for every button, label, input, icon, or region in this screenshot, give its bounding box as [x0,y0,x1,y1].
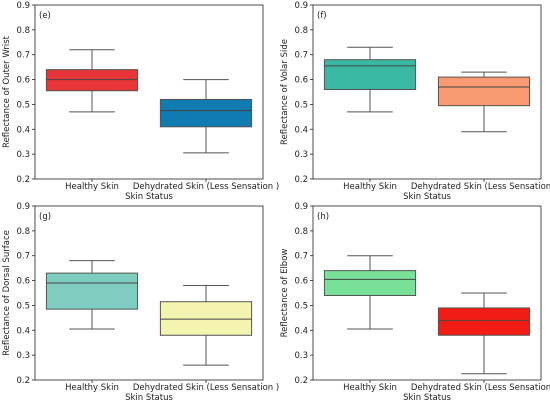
y-tick-label: 0.3 [294,351,308,361]
y-axis-label: Reflectance of Outer Wrist [2,35,12,148]
panel-tag: (f) [317,11,327,21]
box-2 [437,71,531,133]
box-1 [323,46,417,113]
x-axis-label: Skin Status [125,393,173,401]
plot-frame [34,4,264,180]
x-tick-label: Healthy Skin [343,383,397,393]
x-axis-label: Skin Status [125,192,173,202]
box-body [45,272,139,310]
box-2 [159,285,253,366]
box-body [323,59,417,91]
x-tick-label: Healthy Skin [343,182,397,192]
y-tick-label: 0.4 [16,125,30,135]
box-body [437,307,531,336]
y-axis-label: Reflectance of Elbow [280,249,290,338]
x-tick-label: Healthy Skin [65,182,119,192]
y-tick-label: 0.5 [16,100,30,110]
plot-frame [312,4,542,180]
chart-panel-2: (f) 0.2 0.3 0.4 0.5 0.6 0.7 0.8 0.9 Reflectance o… [280,1,550,202]
y-tick-label: 0.8 [16,227,30,237]
y-tick-label: 0.7 [16,51,30,61]
x-tick-label: Dehydrated Skin (Less Sensation ) [133,182,279,192]
box-body [159,98,253,128]
y-tick-label: 0.6 [294,76,308,86]
y-tick-label: 0.6 [294,277,308,287]
box-1 [45,49,139,113]
x-axis-label: Skin Status [403,393,451,401]
chart-panel-3: (g) 0.2 0.3 0.4 0.5 0.6 0.7 0.8 0.9 Reflectance o… [2,202,279,401]
y-tick-label: 0.3 [294,150,308,160]
x-tick-label: Dehydrated Skin (Less Sensation ) [411,182,550,192]
y-tick-label: 0.6 [16,76,30,86]
y-axis-label: Reflectance of Dorsal Surface [2,230,12,356]
plot-frame [312,205,542,381]
x-tick-label: Dehydrated Skin (Less Sensation ) [411,383,550,393]
x-tick-label: Dehydrated Skin (Less Sensation ) [133,383,279,393]
chart-panel-4: (h) 0.2 0.3 0.4 0.5 0.6 0.7 0.8 0.9 Reflectance o… [280,202,550,401]
y-tick-label: 0.8 [16,26,30,36]
y-tick-label: 0.4 [16,326,30,336]
y-axis-label: Reflectance of Volar Side [280,39,290,145]
y-tick-label: 0.9 [16,202,30,212]
y-tick-label: 0.3 [16,351,30,361]
panel-tag: (h) [317,212,329,222]
plot-frame [34,205,264,381]
y-tick-label: 0.9 [294,202,308,212]
y-tick-label: 0.2 [294,376,308,386]
y-tick-label: 0.2 [16,175,30,185]
panel-tag: (g) [39,212,51,222]
box-1 [323,255,417,330]
y-tick-label: 0.2 [16,376,30,386]
box-body [323,270,417,296]
y-tick-label: 0.7 [294,51,308,61]
y-tick-label: 0.5 [294,301,308,311]
y-tick-label: 0.3 [16,150,30,160]
y-tick-label: 0.6 [16,277,30,287]
y-tick-label: 0.8 [294,227,308,237]
box-2 [437,292,531,375]
y-tick-label: 0.7 [16,252,30,262]
box-2 [159,79,253,154]
x-axis-label: Skin Status [403,192,451,202]
y-tick-label: 0.9 [16,1,30,11]
y-tick-label: 0.2 [294,175,308,185]
y-tick-label: 0.9 [294,1,308,11]
y-tick-label: 0.7 [294,252,308,262]
box-body [437,76,531,107]
box-body [45,69,139,92]
panel-tag: (e) [39,11,51,21]
y-tick-label: 0.8 [294,26,308,36]
box-1 [45,260,139,330]
y-tick-label: 0.4 [294,125,308,135]
y-tick-label: 0.4 [294,326,308,336]
y-tick-label: 0.5 [16,301,30,311]
x-tick-label: Healthy Skin [65,383,119,393]
box-body [159,301,253,336]
chart-panel-1: (e) 0.2 0.3 0.4 0.5 0.6 0.7 0.8 0.9 Reflectance o… [2,1,279,202]
y-tick-label: 0.5 [294,100,308,110]
